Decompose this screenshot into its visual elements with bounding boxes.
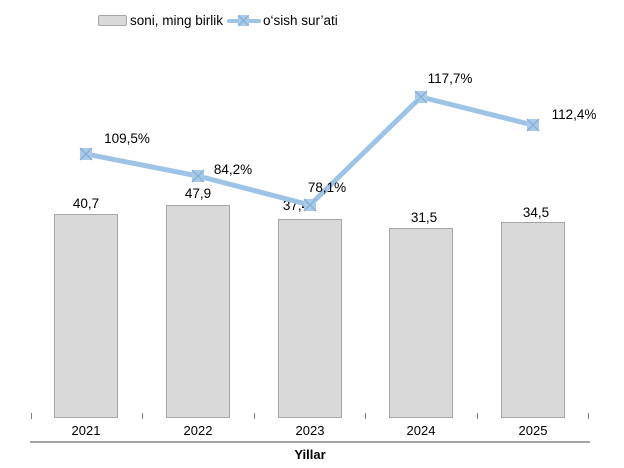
bar-2023 — [278, 219, 342, 418]
axis-tick — [253, 413, 255, 419]
legend-label-bars: soni, ming birlik — [130, 12, 224, 28]
line-value-label: 84,2% — [213, 162, 253, 177]
line-marker — [527, 119, 539, 131]
line-marker — [80, 148, 92, 160]
year-label-2023: 2023 — [295, 423, 325, 438]
bar-value-label: 34,5 — [522, 205, 550, 220]
bar-value-label: 47,9 — [184, 186, 212, 201]
year-label-2025: 2025 — [518, 423, 548, 438]
line-value-label: 112,4% — [551, 107, 597, 122]
bar-2024 — [389, 228, 453, 418]
year-label-2021: 2021 — [71, 423, 101, 438]
bar-value-label: 31,5 — [410, 210, 438, 225]
line-value-label: 78,1% — [307, 180, 347, 195]
axis-tick — [365, 413, 367, 419]
x-axis-title: Yillar — [294, 447, 326, 462]
year-label-2022: 2022 — [183, 423, 213, 438]
line-marker — [192, 170, 204, 182]
axis-tick — [142, 413, 144, 419]
year-label-2024: 2024 — [406, 423, 436, 438]
bar-value-label: 37,4 — [282, 198, 310, 213]
bar-swatch-icon — [98, 14, 127, 26]
line-swatch-icon — [227, 14, 261, 26]
bar-2021 — [54, 214, 118, 418]
chart-legend: soni, ming birlik o‘sish sur’ati — [0, 8, 624, 32]
line-marker — [415, 91, 427, 103]
axis-tick — [31, 413, 32, 419]
line-value-label: 117,7% — [427, 71, 473, 86]
bar-2025 — [501, 222, 565, 418]
line-value-label: 109,5% — [104, 131, 150, 146]
bar-2022 — [166, 205, 230, 418]
legend-item-line: o‘sish sur’ati — [227, 10, 338, 30]
axis-tick — [476, 413, 478, 419]
axis-separator-line — [30, 441, 590, 443]
legend-label-line: o‘sish sur’ati — [263, 12, 338, 28]
bar-value-label: 40,7 — [72, 196, 100, 211]
legend-item-bars: soni, ming birlik — [98, 10, 223, 30]
axis-tick — [588, 413, 589, 419]
